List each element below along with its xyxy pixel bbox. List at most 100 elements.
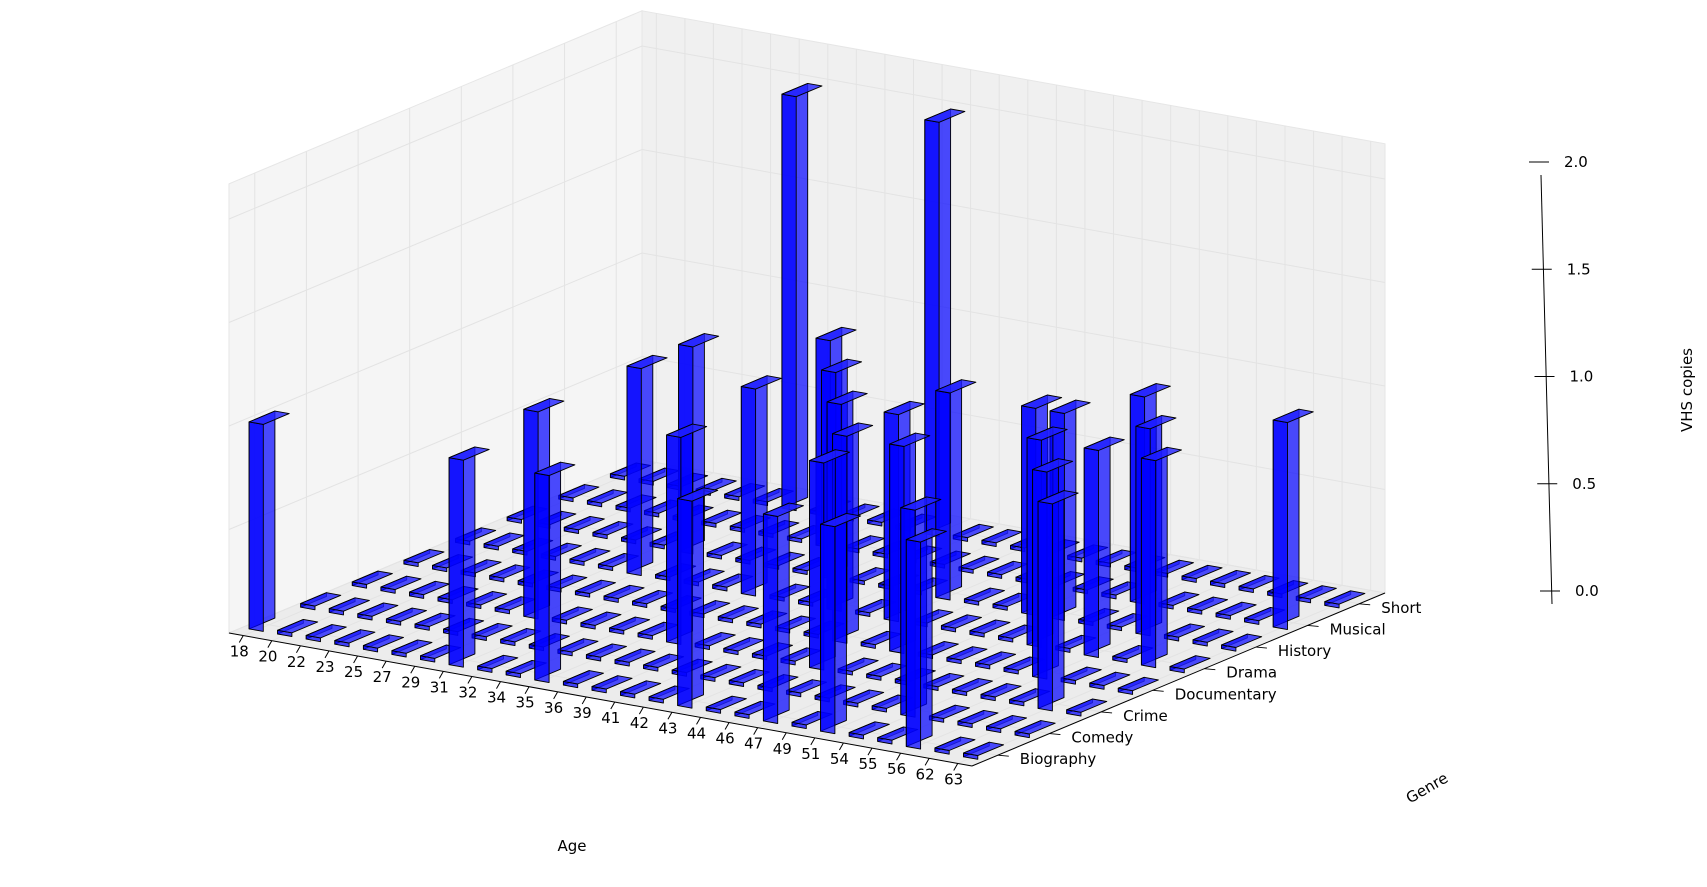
x-tick-label: 41 bbox=[601, 709, 620, 727]
x-tick-label: 54 bbox=[830, 750, 849, 768]
bar-top-face bbox=[969, 619, 1011, 634]
z-tick-label: 1.0 bbox=[1570, 368, 1594, 386]
bar-top-face bbox=[569, 547, 611, 563]
bar-51-biography bbox=[820, 512, 862, 735]
x-tick-label: 20 bbox=[258, 648, 277, 666]
x-tick bbox=[238, 635, 244, 643]
bar-top-face bbox=[277, 618, 319, 634]
bar-top-face bbox=[762, 502, 804, 517]
y-tick bbox=[1204, 668, 1216, 671]
bar-top-face bbox=[700, 663, 742, 679]
x-tick bbox=[638, 706, 644, 715]
bar-top-face bbox=[403, 549, 445, 564]
y-tick bbox=[1049, 733, 1061, 736]
bar-top-face bbox=[603, 584, 645, 600]
bar-top-face bbox=[958, 555, 1000, 571]
bar-top-face bbox=[334, 629, 376, 644]
bar-25-comedy bbox=[414, 612, 456, 631]
bar-top-face bbox=[980, 683, 1022, 698]
y-tick bbox=[1359, 603, 1371, 606]
x-tick bbox=[581, 696, 587, 705]
bar-20-crime bbox=[380, 575, 422, 594]
x-tick bbox=[467, 676, 473, 684]
bar-39-comedy bbox=[643, 653, 685, 672]
bar-front-face bbox=[448, 457, 464, 668]
bar-22-crime bbox=[409, 580, 451, 599]
bar-top-face bbox=[1049, 399, 1091, 414]
bar-top-face bbox=[678, 333, 720, 348]
x-axis-line bbox=[228, 632, 973, 767]
bar-62-drama bbox=[1140, 446, 1182, 669]
bar-top-face bbox=[574, 579, 616, 594]
bar-top-face bbox=[585, 643, 627, 658]
bar-49-comedy bbox=[843, 689, 885, 708]
bar-top-face bbox=[248, 410, 290, 425]
bar-22-biography bbox=[305, 624, 347, 643]
x-tick-label: 36 bbox=[544, 699, 563, 717]
bar-top-face bbox=[591, 675, 633, 690]
bar-41-biography bbox=[620, 680, 662, 699]
bar-front-face bbox=[1083, 447, 1099, 658]
bar-front-face bbox=[820, 523, 836, 735]
bar-18-biography bbox=[248, 410, 290, 632]
bar-20-comedy bbox=[328, 597, 370, 616]
bar-top-face bbox=[963, 741, 1005, 757]
bar-front-face bbox=[1037, 500, 1053, 712]
bar-top-face bbox=[609, 616, 651, 631]
bar-top-face bbox=[923, 672, 965, 688]
bar-29-comedy bbox=[471, 622, 513, 641]
z-tick-label: 0.0 bbox=[1575, 582, 1599, 600]
bar-55-comedy bbox=[928, 704, 970, 723]
z-tick-label: 1.5 bbox=[1567, 260, 1591, 278]
bar-top-face bbox=[837, 657, 879, 672]
bar-35-comedy bbox=[585, 643, 627, 662]
bar-top-face bbox=[1014, 720, 1056, 735]
bar-top-face bbox=[1026, 426, 1068, 441]
bar-front-face bbox=[762, 513, 779, 724]
y-tick-label: Short bbox=[1381, 599, 1421, 617]
bar-top-face bbox=[957, 709, 999, 725]
bar-62-biography bbox=[934, 736, 976, 755]
bar-front-face bbox=[1272, 419, 1288, 631]
y-tick bbox=[1101, 711, 1113, 714]
bar-top-face bbox=[1158, 591, 1200, 606]
x-tick bbox=[696, 717, 701, 725]
bar-62-crime bbox=[1037, 490, 1079, 712]
bar-top-face bbox=[1324, 590, 1366, 605]
z-axis-title: VHS copies bbox=[1678, 348, 1696, 432]
bar-top-face bbox=[1117, 676, 1159, 692]
x-tick bbox=[867, 747, 873, 756]
x-tick-label: 27 bbox=[373, 668, 392, 686]
bar-top-face bbox=[1169, 655, 1211, 670]
bar-62-documentary bbox=[1089, 671, 1131, 690]
y-axis-title: Genre bbox=[1403, 769, 1451, 807]
z-tick-label: 0.5 bbox=[1572, 475, 1596, 493]
bar-62-history bbox=[1192, 628, 1234, 647]
x-tick-label: 18 bbox=[230, 643, 249, 661]
bars-layer bbox=[248, 82, 1366, 760]
x-tick-label: 35 bbox=[516, 694, 535, 712]
bar-18-comedy bbox=[300, 592, 342, 611]
x-tick-label: 46 bbox=[716, 730, 735, 748]
y-tick-label: Crime bbox=[1123, 707, 1168, 725]
bar-56-comedy bbox=[957, 709, 999, 728]
bar-27-biography bbox=[391, 639, 433, 658]
bar-top-face bbox=[781, 82, 823, 98]
bar-top-face bbox=[477, 654, 519, 670]
bar-top-face bbox=[717, 605, 759, 620]
bar-top-face bbox=[666, 423, 708, 438]
bar-41-crime bbox=[723, 637, 765, 656]
x-tick-label: 31 bbox=[430, 678, 449, 696]
bar-top-face bbox=[924, 108, 966, 123]
grid-line-z bbox=[228, 148, 1386, 323]
bar-top-face bbox=[1210, 569, 1252, 585]
bar-62-short bbox=[1295, 585, 1337, 604]
bar-22-comedy bbox=[357, 602, 399, 621]
bar-top-face bbox=[626, 354, 668, 370]
bar-top-face bbox=[889, 432, 931, 447]
bar-top-face bbox=[934, 736, 976, 751]
bar-54-biography bbox=[848, 721, 890, 740]
bar-25-biography bbox=[362, 634, 404, 653]
x-tick-label: 51 bbox=[801, 745, 820, 763]
bar-top-face bbox=[826, 390, 868, 405]
